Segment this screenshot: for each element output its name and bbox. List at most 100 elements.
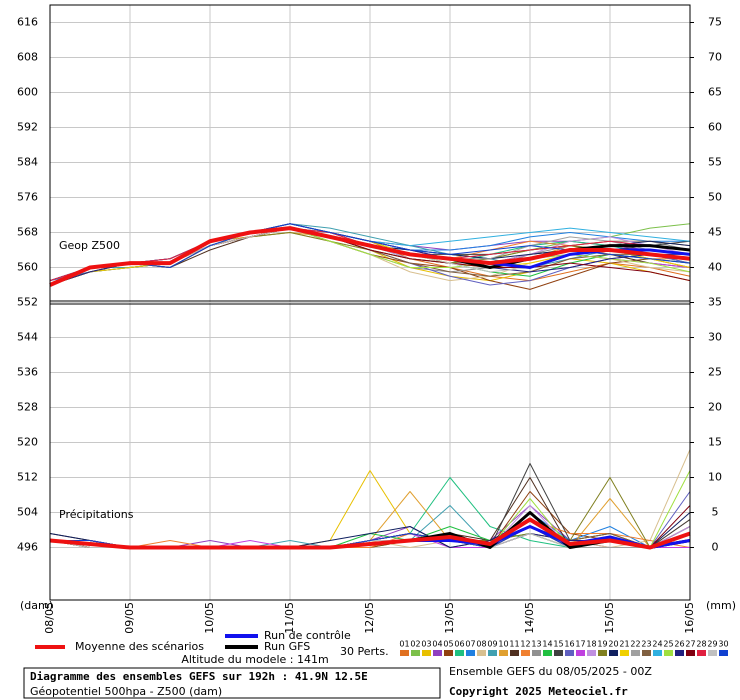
legend-label: 14	[542, 640, 552, 649]
y-tick-label: 504	[17, 506, 38, 519]
chart-subtitle: Géopotentiel 500hpa - Z500 (dam)	[30, 685, 222, 698]
legend-label: 05	[443, 640, 453, 649]
y2-tick-label: 70	[708, 51, 722, 64]
plot	[49, 223, 691, 550]
legend-swatch	[400, 650, 409, 656]
legend-label: 27	[685, 640, 695, 649]
copyright: Copyright 2025 Meteociel.fr	[449, 685, 628, 698]
legend-swatch	[675, 650, 684, 656]
y2-tick-label: 40	[708, 261, 722, 274]
legend-swatch	[554, 650, 563, 656]
y-tick-label: 552	[17, 296, 38, 309]
y2-axis-label: (mm)	[706, 599, 736, 612]
precip-line	[49, 519, 691, 548]
y2-tick-label: 65	[708, 86, 722, 99]
legend-swatch	[444, 650, 453, 656]
legend-swatch	[488, 650, 497, 656]
legend-swatch	[664, 650, 673, 656]
legend-swatch	[521, 650, 530, 656]
legend-swatch	[477, 650, 486, 656]
altitude: Altitude du modele : 141m	[181, 653, 328, 666]
legend-swatch	[609, 650, 618, 656]
precip-label: Précipitations	[59, 508, 134, 521]
legend-swatch	[708, 650, 717, 656]
y2-tick-label: 30	[708, 331, 722, 344]
y-tick-label: 592	[17, 121, 38, 134]
legend-swatch	[466, 650, 475, 656]
legend-label: Run GFS	[264, 640, 310, 653]
x-tick-label: 08/05	[43, 602, 56, 634]
legend-swatch	[697, 650, 706, 656]
precip-line	[49, 517, 691, 550]
legend-label: 04	[432, 640, 442, 649]
legend-label: 03	[421, 640, 431, 649]
legend-label: 29	[707, 640, 717, 649]
y2-tick-label: 45	[708, 226, 722, 239]
y2-tick-label: 0	[712, 541, 719, 554]
y2-tick-label: 75	[708, 16, 722, 29]
legend-label: 11	[509, 640, 519, 649]
legend-label: 10	[498, 640, 508, 649]
legend-swatch	[499, 650, 508, 656]
legend-swatch	[653, 650, 662, 656]
legend-label: 12	[520, 640, 530, 649]
legend-label: Moyenne des scénarios	[75, 640, 204, 653]
y-tick-label: 568	[17, 226, 38, 239]
y2-tick-label: 55	[708, 156, 722, 169]
grid	[49, 5, 691, 600]
legend-swatch	[576, 650, 585, 656]
y-tick-label: 544	[17, 331, 38, 344]
legend-label: 18	[586, 640, 596, 649]
legend-swatch	[719, 650, 728, 656]
legend-swatch	[422, 650, 431, 656]
legend-label: 26	[674, 640, 684, 649]
legend-label: 22	[630, 640, 640, 649]
legend-swatch	[620, 650, 629, 656]
y-tick-label: 560	[17, 261, 38, 274]
legend-label: 07	[465, 640, 475, 649]
x-tick-label: 15/05	[603, 602, 616, 634]
y-tick-label: 536	[17, 366, 38, 379]
y-tick-label: 576	[17, 191, 38, 204]
y-tick-label: 600	[17, 86, 38, 99]
y-tick-label: 496	[17, 541, 38, 554]
y-tick-label: 512	[17, 471, 38, 484]
legend-swatch	[686, 650, 695, 656]
y2-tick-label: 25	[708, 366, 722, 379]
y2-tick-label: 60	[708, 121, 722, 134]
chart-title: Diagramme des ensembles GEFS sur 192h : …	[30, 670, 368, 683]
legend-swatch	[587, 650, 596, 656]
legend-label: 16	[564, 640, 574, 649]
legend-label: 01	[399, 640, 409, 649]
title-box	[23, 667, 441, 699]
x-tick-label: 10/05	[203, 602, 216, 634]
x-tick-label: 13/05	[443, 602, 456, 634]
legend-label: 24	[652, 640, 662, 649]
y-axis-label: (dam)	[20, 599, 53, 612]
y2-tick-label: 50	[708, 191, 722, 204]
legend-swatch	[411, 650, 420, 656]
y-tick-label: 528	[17, 401, 38, 414]
legend-label: 20	[608, 640, 618, 649]
z500-line	[49, 226, 691, 287]
perts-label: 30 Perts.	[340, 645, 389, 658]
legend-swatch	[642, 650, 651, 656]
legend-label: 15	[553, 640, 563, 649]
legend-swatch	[433, 650, 442, 656]
y-tick-label: 520	[17, 436, 38, 449]
legend-label: 28	[696, 640, 706, 649]
geop-label: Geop Z500	[59, 239, 120, 252]
y2-tick-label: 35	[708, 296, 722, 309]
legend-label: 19	[597, 640, 607, 649]
legend-label: 08	[476, 640, 486, 649]
legend-swatch	[455, 650, 464, 656]
x-tick-label: 11/05	[283, 602, 296, 634]
legend-label: 09	[487, 640, 497, 649]
legend-label: 23	[641, 640, 651, 649]
y-tick-label: 584	[17, 156, 38, 169]
y-tick-label: 616	[17, 16, 38, 29]
legend-swatch	[532, 650, 541, 656]
legend-swatch	[510, 650, 519, 656]
y2-tick-label: 20	[708, 401, 722, 414]
